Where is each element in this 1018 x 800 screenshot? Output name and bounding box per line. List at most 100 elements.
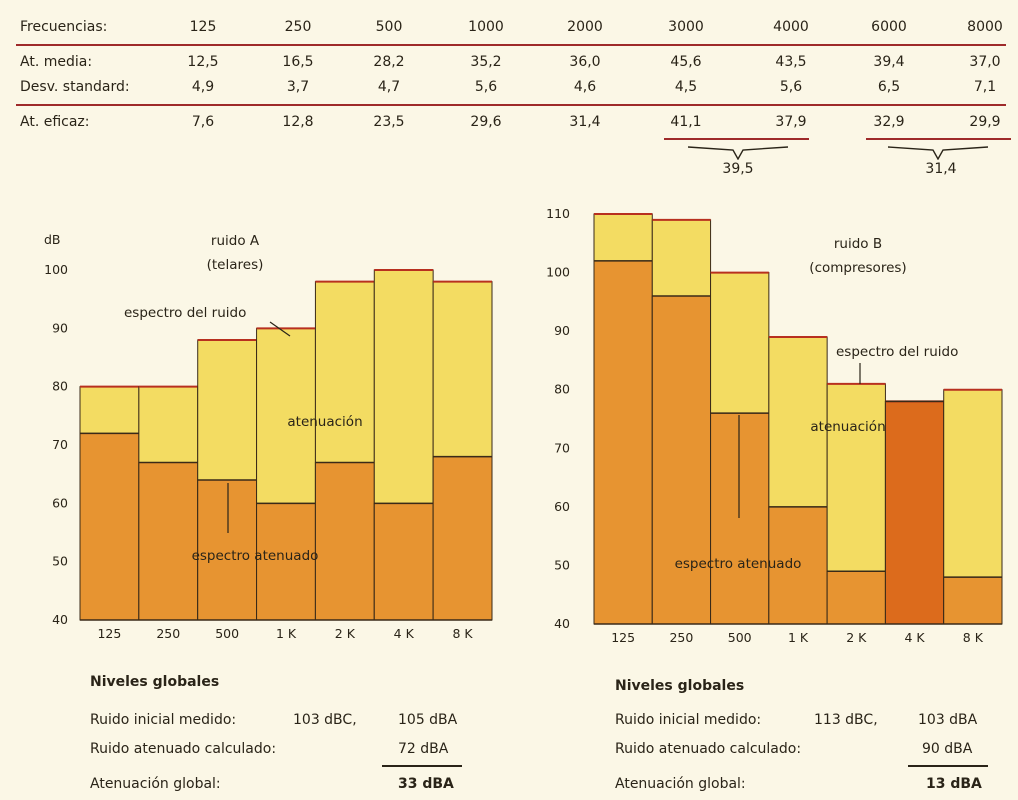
average-3000-4000: 39,5 xyxy=(722,161,754,177)
summary-rule xyxy=(382,765,462,767)
attenuated-bar-8K xyxy=(432,456,493,621)
table-cell: 4,9 xyxy=(191,79,215,95)
annotation-espectro-del-ruido: espectro del ruido xyxy=(124,305,246,321)
summary-a: Niveles globales Ruido inicial medido: 1… xyxy=(0,668,509,800)
table-cell: 39,4 xyxy=(873,54,905,70)
y-tick-label: 70 xyxy=(554,440,570,455)
y-tick-label: 40 xyxy=(52,612,68,627)
frequency-header: 3000 xyxy=(668,19,704,35)
frequency-header: 6000 xyxy=(871,19,907,35)
y-tick-label: 110 xyxy=(546,206,570,221)
annotation-espectro-atenuado: espectro atenuado xyxy=(675,556,802,572)
frequency-header: 8000 xyxy=(967,19,1003,35)
y-tick-label: 60 xyxy=(554,499,570,514)
table-cell: 41,1 xyxy=(670,114,702,130)
y-tick-label: 90 xyxy=(52,320,68,335)
average-underline xyxy=(866,138,1011,140)
x-tick-label: 4 K xyxy=(905,630,926,645)
table-divider xyxy=(16,104,1006,106)
y-tick-label: 100 xyxy=(546,265,570,280)
table-cell: 29,9 xyxy=(969,114,1001,130)
table-cell: 3,7 xyxy=(286,79,310,95)
brace-icon xyxy=(688,146,788,160)
y-tick-label: 100 xyxy=(44,262,68,277)
attenuated-bar-1K xyxy=(256,502,316,621)
table-cell: 29,6 xyxy=(470,114,502,130)
summary-row2-label: Ruido atenuado calculado: xyxy=(615,741,802,757)
attenuated-bar-500 xyxy=(710,412,770,625)
attenuated-bar-4K xyxy=(884,400,945,625)
x-tick-label: 2 K xyxy=(335,626,356,641)
x-tick-label: 500 xyxy=(728,630,752,645)
table-cell: 5,6 xyxy=(474,79,498,95)
attenuated-bar-500 xyxy=(197,479,258,621)
row-label-desv-standard: Desv. standard: xyxy=(20,79,130,95)
summary-row1-dba: 105 dBA xyxy=(398,712,458,728)
brace-icon xyxy=(888,146,988,160)
annotation-leader-line xyxy=(269,321,291,337)
x-tick-label: 1 K xyxy=(276,626,297,641)
table-cell: 31,4 xyxy=(569,114,601,130)
summary-row1-dbc: 103 dBC, xyxy=(293,712,357,728)
summary-row2-label: Ruido atenuado calculado: xyxy=(90,741,277,757)
row-label-at-eficaz: At. eficaz: xyxy=(20,114,90,130)
attenuated-bar-2K xyxy=(826,570,886,625)
summary-row3-value: 13 dBA xyxy=(926,776,982,792)
table-cell: 4,7 xyxy=(377,79,401,95)
table-cell: 4,6 xyxy=(573,79,597,95)
annotation-espectro-atenuado: espectro atenuado xyxy=(192,548,319,564)
summary-heading: Niveles globales xyxy=(615,678,745,694)
attenuated-bar-4K xyxy=(373,502,434,621)
summary-row3-label: Atenuación global: xyxy=(615,776,746,792)
summary-row1-dbc: 113 dBC, xyxy=(814,712,878,728)
table-cell: 43,5 xyxy=(775,54,807,70)
chart-title: ruido B xyxy=(834,236,882,252)
summary-row1-dba: 103 dBA xyxy=(918,712,978,728)
table-cell: 12,5 xyxy=(187,54,219,70)
annotation-atenuacion: atenuación xyxy=(287,414,362,430)
table-cell: 37,0 xyxy=(969,54,1001,70)
y-tick-label: 90 xyxy=(554,323,570,338)
attenuated-bar-250 xyxy=(651,295,712,625)
frequency-header: 4000 xyxy=(773,19,809,35)
chart-a-svg: 40 50 60 70 80 90 100 dB 125 250 500 1 K 2 K 4 K 8 K ru… xyxy=(44,232,493,641)
frequency-header: 250 xyxy=(284,19,312,35)
y-tick-label: 70 xyxy=(52,437,68,452)
chart-subtitle: (telares) xyxy=(207,257,264,273)
y-tick-label: 80 xyxy=(52,379,68,394)
chart-ruido-b: 40 50 60 70 80 90 100 110 125 250 500 1 K 2 K 4 K 8 K r… xyxy=(509,195,1018,665)
y-tick-label: 80 xyxy=(554,382,570,397)
annotation-espectro-del-ruido: espectro del ruido xyxy=(836,344,958,360)
table-cell: 6,5 xyxy=(877,79,901,95)
x-tick-label: 125 xyxy=(611,630,635,645)
table-cell: 36,0 xyxy=(569,54,601,70)
attenuated-bar-2K xyxy=(314,462,375,621)
summary-row1-label: Ruido inicial medido: xyxy=(615,712,762,728)
table-cell: 4,5 xyxy=(674,79,698,95)
table-cell: 23,5 xyxy=(373,114,405,130)
row-label-at-media: At. media: xyxy=(20,54,93,70)
frequency-header: 500 xyxy=(375,19,403,35)
summary-row3-label: Atenuación global: xyxy=(90,776,221,792)
summary-b: Niveles globales Ruido inicial medido: 1… xyxy=(509,668,1018,800)
table-divider xyxy=(16,44,1006,46)
summary-row2-value: 72 dBA xyxy=(398,741,449,757)
table-cell: 5,6 xyxy=(779,79,803,95)
table-cell: 28,2 xyxy=(373,54,405,70)
attenuated-bar-250 xyxy=(138,462,199,621)
table-cell: 12,8 xyxy=(282,114,314,130)
summary-row1-label: Ruido inicial medido: xyxy=(90,712,237,728)
table-cell: 32,9 xyxy=(873,114,905,130)
y-tick-label: 50 xyxy=(52,554,68,569)
chart-b-svg: 40 50 60 70 80 90 100 110 125 250 500 1 K 2 K 4 K 8 K r… xyxy=(546,206,1003,645)
annotation-atenuacion: atenuación xyxy=(810,419,885,435)
table-cell: 7,1 xyxy=(973,79,997,95)
x-tick-label: 8 K xyxy=(963,630,984,645)
table-cell: 37,9 xyxy=(775,114,807,130)
frequency-header-label: Frecuencias: xyxy=(20,19,108,35)
x-tick-label: 125 xyxy=(97,626,121,641)
attenuated-bar-8K xyxy=(943,576,1003,625)
y-tick-label: 60 xyxy=(52,495,68,510)
attenuated-bar-125 xyxy=(593,260,653,625)
attenuated-bar-125 xyxy=(79,432,140,621)
